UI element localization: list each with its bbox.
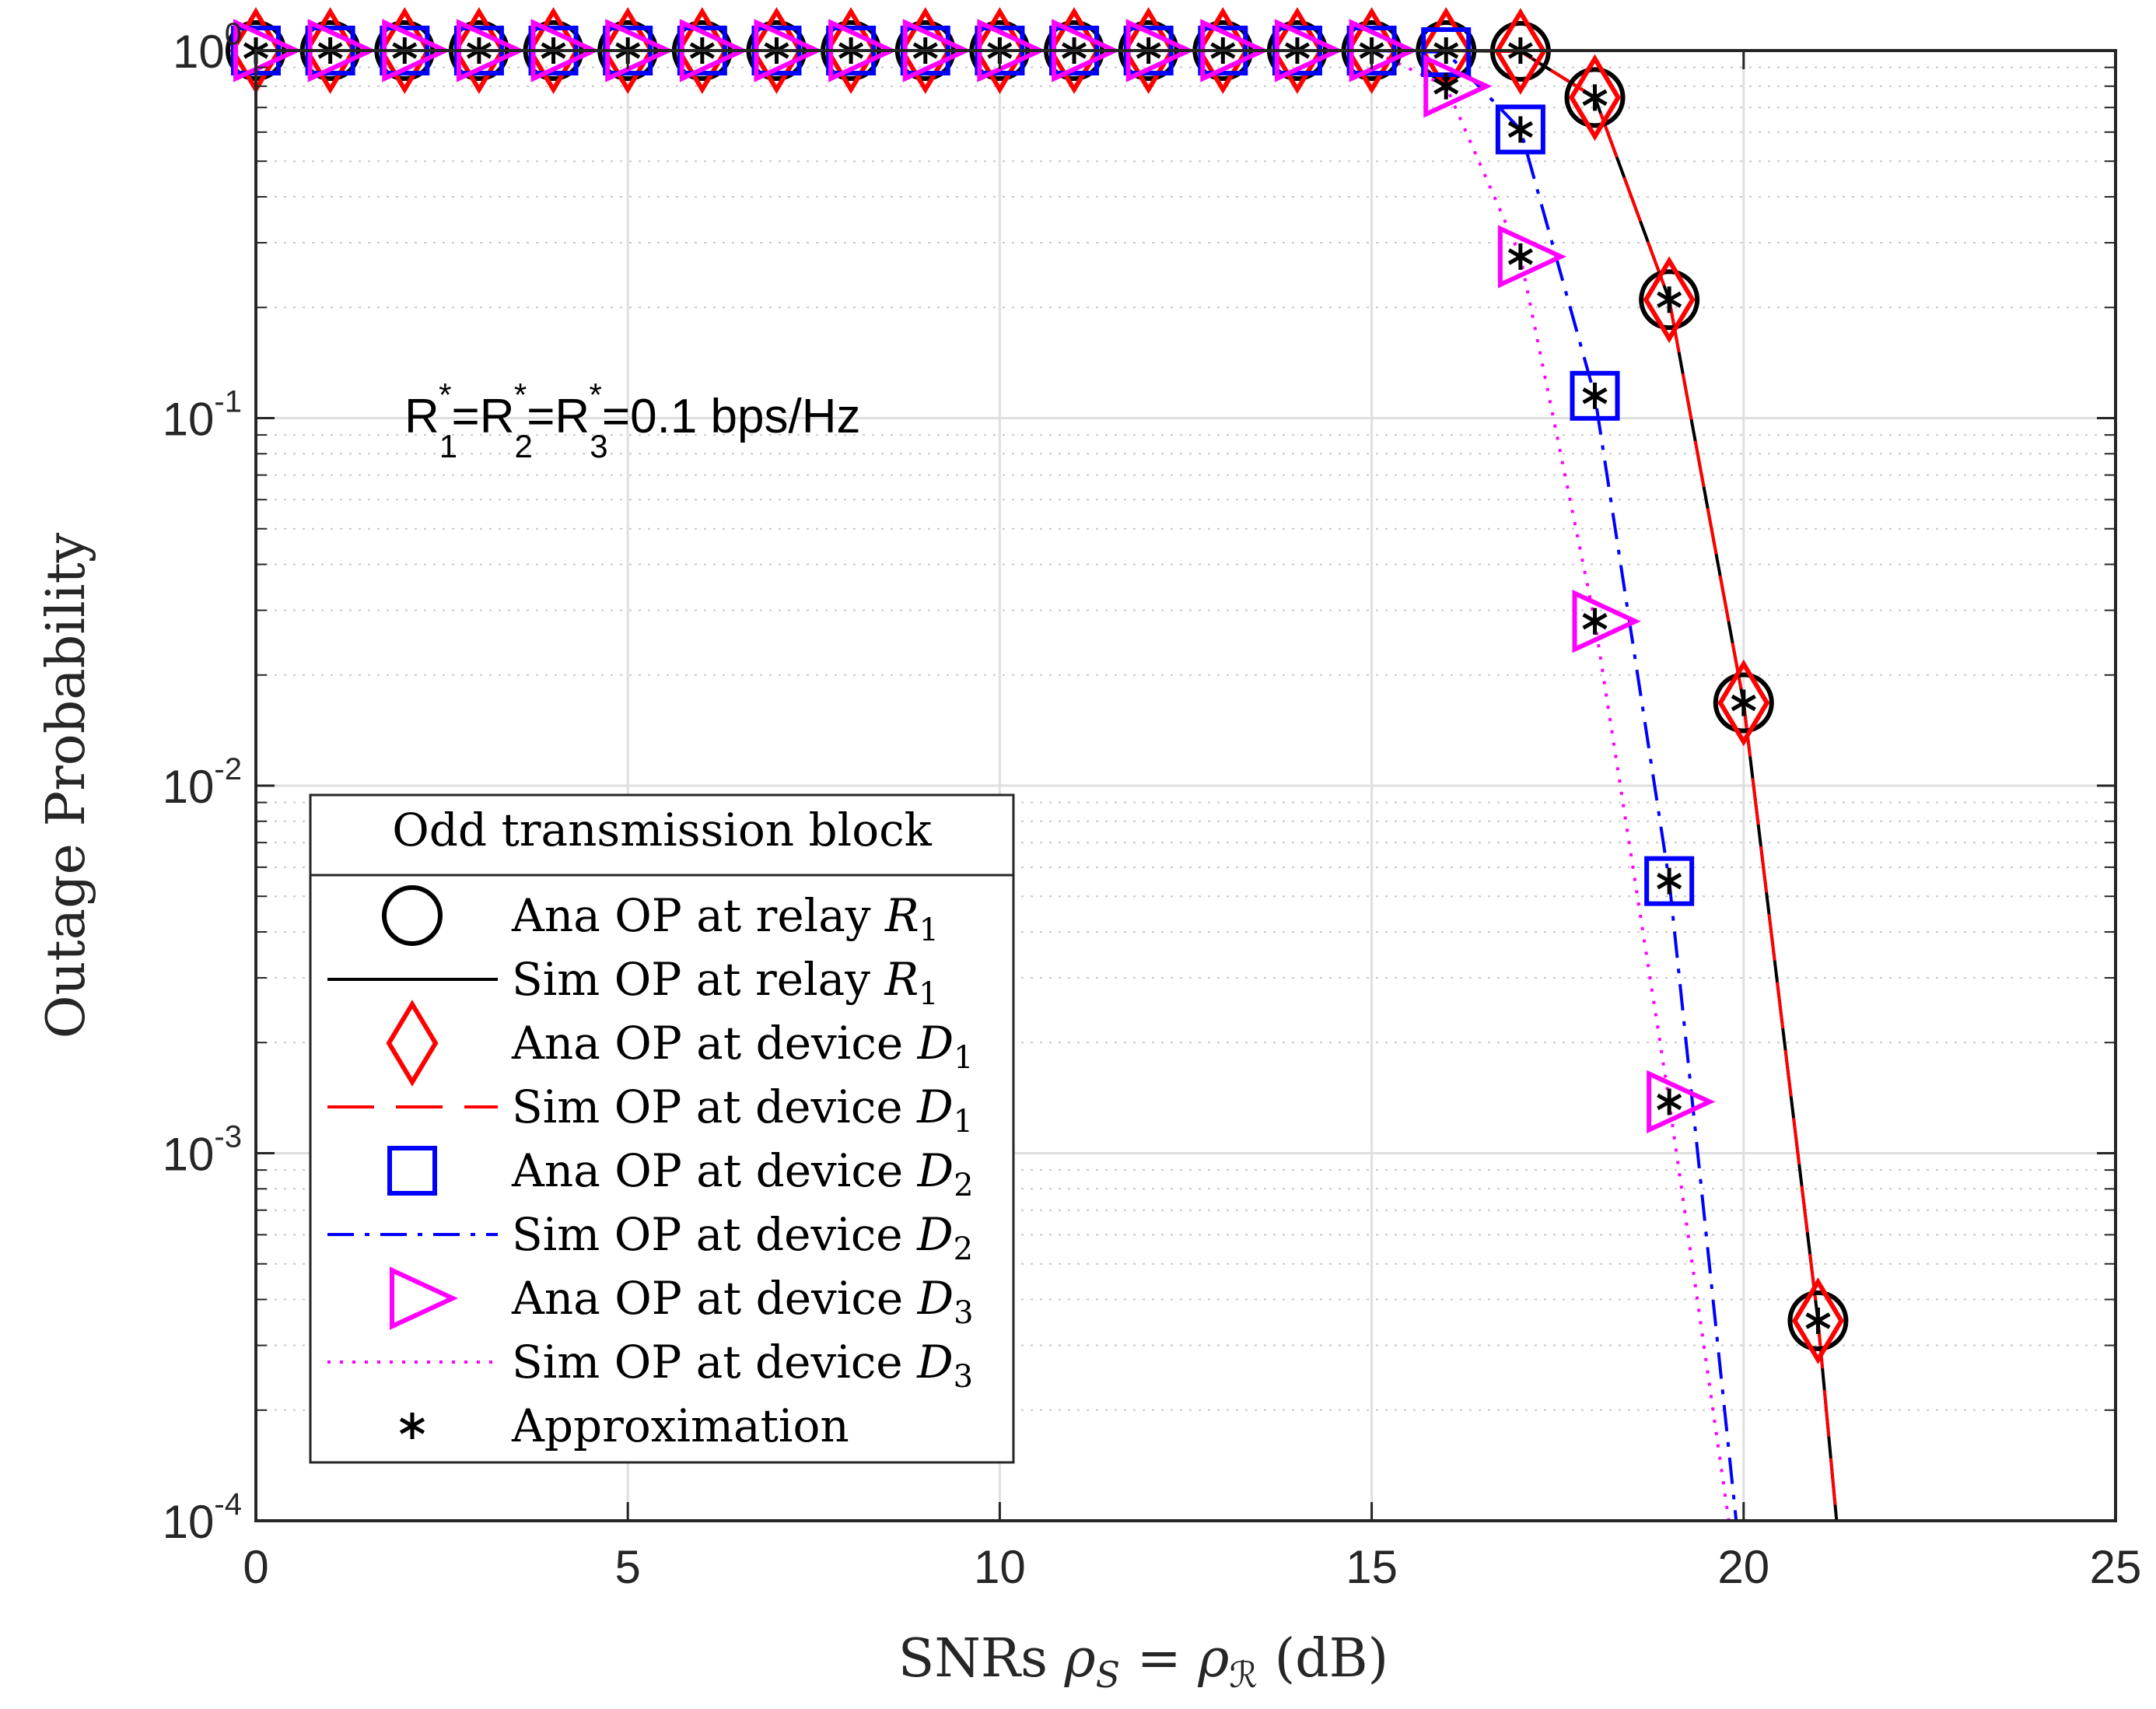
y-tick-label: 10-4 xyxy=(163,1487,242,1548)
asterisk-marker xyxy=(1805,1307,1831,1334)
y-tick-label: 10-3 xyxy=(163,1120,242,1181)
circle-marker xyxy=(1639,269,1700,331)
asterisk-stroke xyxy=(1582,613,1608,630)
square-marker xyxy=(1495,104,1545,155)
asterisk-stroke xyxy=(1657,873,1682,890)
asterisk-stroke xyxy=(1657,291,1682,308)
legend-triangle-right-marker xyxy=(390,1266,459,1330)
asterisk-stroke xyxy=(1731,694,1756,712)
asterisk-stroke xyxy=(399,1417,425,1434)
circle-marker xyxy=(1787,1290,1849,1351)
legend-label: Ana OP at device D3 xyxy=(511,1272,974,1331)
asterisk-stroke xyxy=(1657,1093,1682,1111)
legend-label: Approximation xyxy=(511,1399,849,1452)
asterisk-marker xyxy=(1657,286,1682,313)
asterisk-marker xyxy=(1731,689,1756,716)
x-tick-label: 25 xyxy=(2090,1541,2142,1593)
asterisk-marker xyxy=(1582,382,1608,409)
axis-ticks xyxy=(254,49,2117,1522)
x-tick-labels: 0 5 10 15 20 25 xyxy=(243,1541,2141,1593)
asterisk-stroke xyxy=(1582,387,1608,404)
legend-asterisk-marker xyxy=(399,1413,425,1439)
legend-title: Odd transmission block xyxy=(392,804,932,856)
legend-label: Ana OP at device D1 xyxy=(511,1017,974,1076)
diamond-marker xyxy=(1791,1277,1844,1364)
x-tick-label: 5 xyxy=(615,1541,641,1593)
legend-label: Ana OP at relay R1 xyxy=(511,889,939,948)
legend-label: Ana OP at device D2 xyxy=(511,1144,974,1203)
y-tick-label: 10-1 xyxy=(163,385,242,446)
asterisk-marker xyxy=(1507,116,1533,143)
asterisk-stroke xyxy=(1582,89,1608,107)
asterisk-marker xyxy=(1657,1088,1682,1115)
line-sim-op-at-relay-r1 xyxy=(256,51,1839,1521)
diamond-marker xyxy=(1569,54,1622,142)
asterisk-marker xyxy=(1582,84,1608,111)
asterisk-marker xyxy=(1582,608,1608,635)
triangle-right-marker xyxy=(233,19,303,82)
legend-label: Sim OP at relay R1 xyxy=(512,953,939,1012)
legend-circle-marker xyxy=(382,885,443,946)
legend-label: Sim OP at device D1 xyxy=(512,1080,973,1140)
asterisk-stroke xyxy=(1805,1312,1831,1329)
y-tick-label: 100 xyxy=(173,17,242,78)
circle-marker xyxy=(1564,67,1626,128)
x-tick-label: 10 xyxy=(974,1541,1026,1593)
triangle-right-marker xyxy=(1572,590,1641,653)
series-lines xyxy=(256,51,1839,1521)
asterisk-marker xyxy=(1433,72,1459,100)
triangle-right-marker xyxy=(1423,54,1493,118)
diamond-marker xyxy=(1494,8,1547,95)
triangle-right-marker xyxy=(1497,225,1567,289)
diamond-marker xyxy=(1643,256,1696,344)
y-tick-label: 10-2 xyxy=(163,752,242,813)
y-axis-label: Outage Probability xyxy=(36,532,97,1038)
diamond-marker xyxy=(1717,659,1770,747)
asterisk-stroke xyxy=(1433,78,1459,95)
legend-label: Sim OP at device D2 xyxy=(512,1208,973,1267)
x-tick-label: 15 xyxy=(1346,1541,1398,1593)
x-axis-label: SNRs ρS = ρℛ (dB) xyxy=(898,1628,1388,1696)
asterisk-stroke xyxy=(1507,248,1533,265)
legend-label: Sim OP at device D3 xyxy=(512,1336,973,1395)
asterisk-marker xyxy=(1657,867,1682,895)
legend-box xyxy=(309,793,1015,1464)
circle-marker xyxy=(1713,672,1774,734)
square-marker xyxy=(1570,370,1620,421)
legend: Odd transmission block Ana OP at relay R… xyxy=(309,793,1015,1464)
legend-square-marker xyxy=(387,1146,437,1196)
legend-diamond-marker xyxy=(386,1000,439,1087)
asterisk-marker xyxy=(1507,243,1533,270)
x-tick-label: 0 xyxy=(243,1541,268,1593)
square-marker xyxy=(1644,856,1695,906)
triangle-right-marker xyxy=(1647,1070,1716,1134)
x-tick-label: 20 xyxy=(1717,1541,1769,1593)
rate-annotation: R1*=R2*=R3*=0.1 bps/Hz xyxy=(404,376,861,464)
y-tick-labels: 100 10-1 10-2 10-3 10-4 xyxy=(163,17,242,1548)
asterisk-stroke xyxy=(1507,121,1533,138)
